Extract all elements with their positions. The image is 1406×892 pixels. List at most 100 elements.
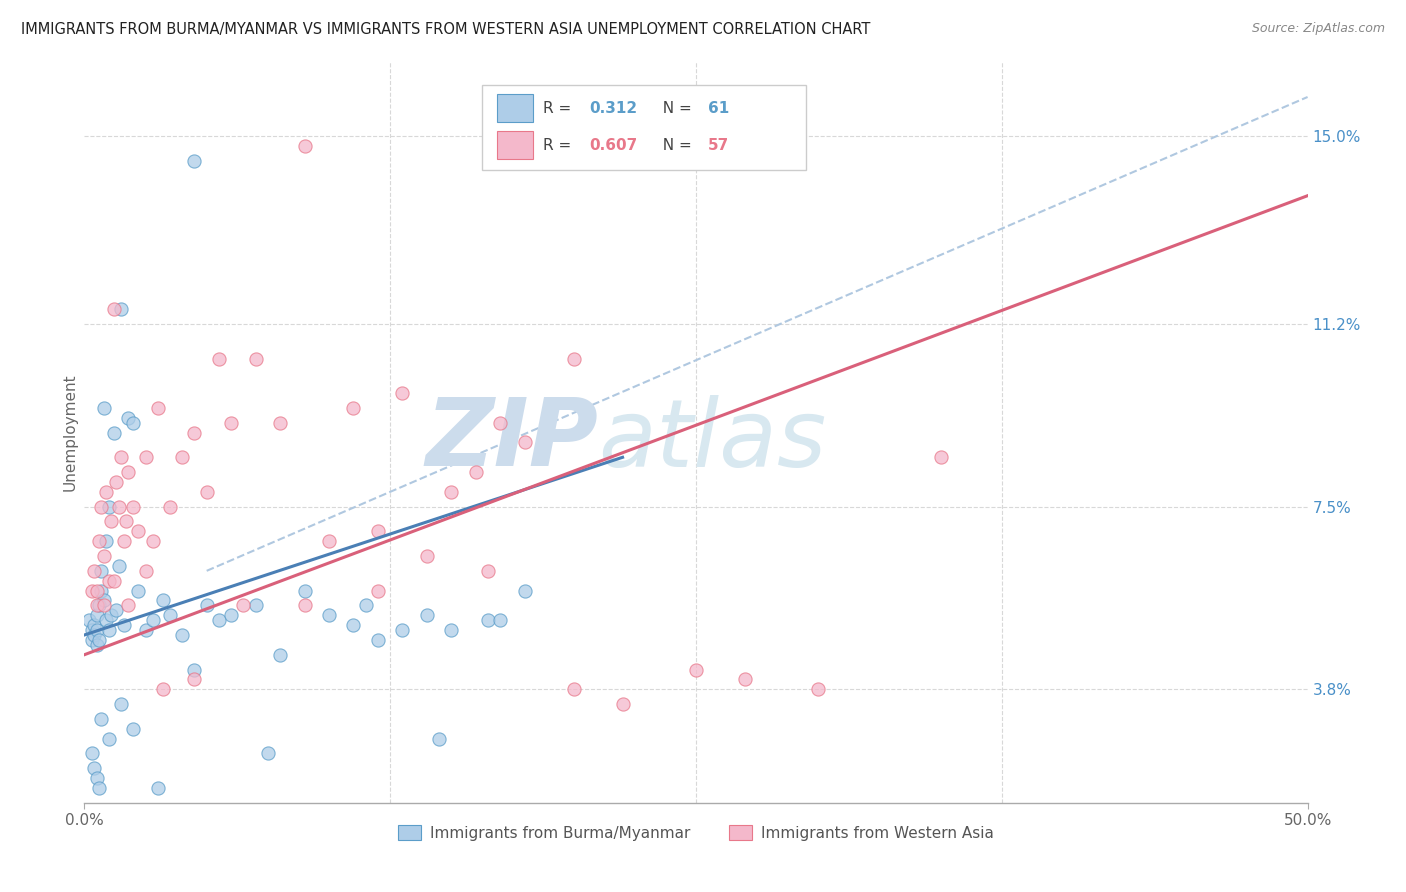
Point [90, 500, 112, 514]
Point [342, 401, 364, 415]
Point [86, 608, 108, 623]
Point [342, 618, 364, 632]
Point [477, 564, 499, 578]
Point [142, 534, 165, 549]
Point [86, 599, 108, 613]
Point [97, 623, 120, 637]
Point [87, 632, 110, 647]
Point [294, 139, 316, 153]
Point [354, 599, 377, 613]
Point [117, 465, 139, 479]
Point [159, 500, 181, 514]
Text: 57: 57 [709, 138, 730, 153]
Point [97, 500, 120, 514]
Point [80, 747, 103, 761]
Point [105, 603, 128, 617]
Point [87, 599, 110, 613]
Point [294, 583, 316, 598]
Point [93, 599, 115, 613]
Text: R =: R = [543, 101, 576, 116]
Point [83, 564, 105, 578]
Point [562, 351, 585, 366]
Point [112, 534, 135, 549]
Point [172, 628, 194, 642]
Point [183, 425, 205, 440]
Point [93, 401, 115, 415]
Point [97, 731, 120, 746]
Point [97, 574, 120, 588]
Point [152, 682, 174, 697]
Point [107, 558, 129, 573]
Point [93, 549, 115, 563]
Point [127, 524, 149, 539]
Point [83, 628, 105, 642]
Point [135, 623, 157, 637]
Point [257, 747, 280, 761]
Text: 0.607: 0.607 [589, 138, 638, 153]
Text: 0.312: 0.312 [589, 101, 638, 116]
Point [391, 386, 413, 401]
Point [83, 761, 105, 775]
Point [183, 154, 205, 169]
Point [87, 534, 110, 549]
Point [208, 351, 231, 366]
Point [77, 613, 100, 627]
Point [183, 663, 205, 677]
Point [318, 608, 340, 623]
Text: ZIP: ZIP [425, 394, 598, 486]
Point [90, 712, 112, 726]
Point [513, 583, 536, 598]
Point [146, 401, 169, 415]
Point [80, 623, 103, 637]
Text: Source: ZipAtlas.com: Source: ZipAtlas.com [1251, 22, 1385, 36]
Point [87, 780, 110, 795]
Text: N =: N = [654, 138, 697, 153]
Legend: Immigrants from Burma/Myanmar, Immigrants from Western Asia: Immigrants from Burma/Myanmar, Immigrant… [392, 819, 1000, 847]
Point [146, 780, 169, 795]
Point [127, 583, 149, 598]
Point [96, 484, 118, 499]
Point [122, 500, 145, 514]
Point [110, 302, 132, 317]
Point [195, 484, 218, 499]
Point [477, 613, 499, 627]
Point [427, 731, 450, 746]
Y-axis label: Unemployment: Unemployment [62, 374, 77, 491]
Point [103, 574, 125, 588]
Point [117, 410, 139, 425]
Point [107, 500, 129, 514]
Text: IMMIGRANTS FROM BURMA/MYANMAR VS IMMIGRANTS FROM WESTERN ASIA UNEMPLOYMENT CORRE: IMMIGRANTS FROM BURMA/MYANMAR VS IMMIGRA… [21, 22, 870, 37]
Point [489, 416, 512, 430]
Point [103, 425, 125, 440]
Point [183, 673, 205, 687]
Point [219, 416, 242, 430]
Point [86, 771, 108, 785]
FancyBboxPatch shape [496, 131, 533, 160]
FancyBboxPatch shape [482, 85, 806, 169]
Point [245, 351, 267, 366]
Point [208, 613, 231, 627]
Point [269, 416, 291, 430]
Text: R =: R = [543, 138, 576, 153]
Point [929, 450, 952, 465]
Point [318, 534, 340, 549]
Point [105, 475, 128, 489]
Point [90, 564, 112, 578]
Point [100, 608, 122, 623]
Text: 61: 61 [709, 101, 730, 116]
Point [110, 697, 132, 711]
Point [112, 618, 135, 632]
Point [294, 599, 316, 613]
Point [142, 613, 165, 627]
Point [367, 524, 389, 539]
Point [152, 593, 174, 607]
Point [122, 722, 145, 736]
Point [83, 618, 105, 632]
Point [416, 608, 439, 623]
Point [245, 599, 267, 613]
Point [172, 450, 194, 465]
Point [440, 484, 463, 499]
Point [117, 599, 139, 613]
Point [135, 564, 157, 578]
Point [685, 663, 707, 677]
